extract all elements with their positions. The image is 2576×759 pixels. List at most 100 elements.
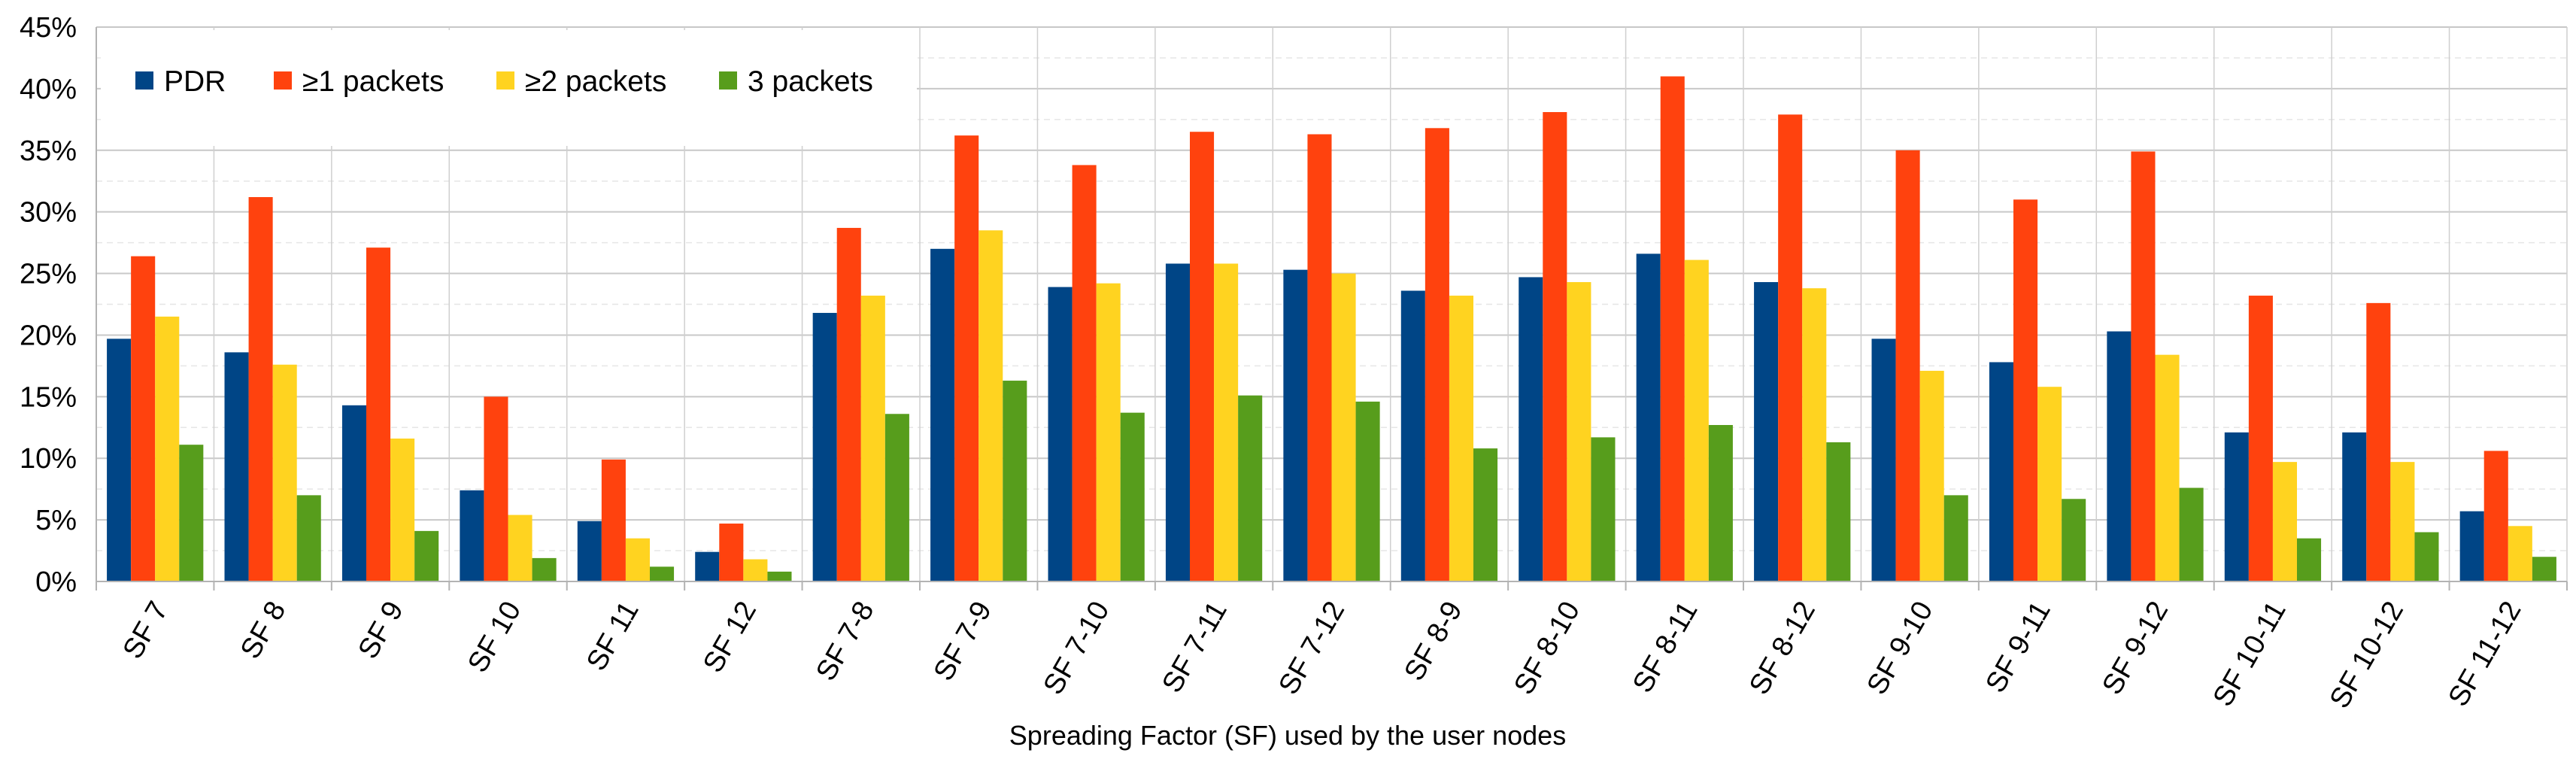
axes	[96, 27, 2568, 591]
bar-3-packets-sf-7-11	[1238, 395, 1263, 581]
legend-swatch	[496, 71, 514, 90]
bar-1-packets-sf-12	[719, 524, 744, 581]
bar-3-packets-sf-8	[296, 495, 321, 581]
bar-pdr-sf-11-12	[2459, 511, 2484, 581]
bar-2-packets-sf-8-11	[1684, 260, 1709, 581]
legend: PDR ≥1 packets ≥2 packets 3 packets	[101, 30, 917, 146]
bar-2-packets-sf-11-12	[2508, 526, 2532, 581]
y-tick-label: 40%	[20, 74, 77, 105]
bar-2-packets-sf-7-10	[1096, 283, 1121, 581]
bar-3-packets-sf-7-9	[1003, 381, 1027, 581]
bar-pdr-sf-8-10	[1519, 277, 1543, 581]
legend-swatch	[719, 71, 737, 90]
bar-1-packets-sf-11	[601, 459, 626, 581]
bar-1-packets-sf-7-8	[836, 227, 861, 581]
y-tick-label: 5%	[35, 505, 77, 536]
bar-3-packets-sf-11	[649, 566, 675, 581]
bar-3-packets-sf-8-12	[1826, 442, 1851, 581]
bar-pdr-sf-10-12	[2342, 432, 2367, 581]
bar-3-packets-sf-7	[179, 445, 204, 581]
bar-1-packets-sf-10	[484, 396, 508, 581]
bar-pdr-sf-7-12	[1283, 269, 1308, 581]
bar-2-packets-sf-9-10	[1919, 370, 1944, 581]
legend-label: ≥2 packets	[525, 65, 666, 98]
bar-pdr-sf-11	[577, 521, 602, 581]
bar-pdr-sf-9-10	[1871, 339, 1896, 581]
bar-pdr-sf-8-9	[1400, 290, 1425, 581]
bar-3-packets-sf-7-10	[1120, 412, 1145, 581]
y-tick-label: 20%	[20, 320, 77, 351]
bar-pdr-sf-9	[341, 405, 367, 581]
bar-pdr-sf-8	[224, 352, 249, 581]
bar-2-packets-sf-9-11	[2037, 387, 2062, 581]
bar-2-packets-sf-10-11	[2272, 462, 2297, 581]
bar-pdr-sf-7-9	[930, 248, 955, 581]
bar-2-packets-sf-7-8	[860, 296, 885, 581]
y-tick-label: 30%	[20, 197, 77, 229]
bar-3-packets-sf-7-12	[1355, 401, 1380, 581]
bar-1-packets-sf-11-12	[2483, 451, 2508, 581]
bar-pdr-sf-7	[107, 339, 132, 581]
bar-3-packets-sf-9	[414, 530, 439, 581]
bar-pdr-sf-8-11	[1636, 254, 1661, 581]
bar-2-packets-sf-7-9	[979, 230, 1003, 581]
bar-1-packets-sf-8-10	[1543, 112, 1567, 582]
y-tick-label: 25%	[20, 259, 77, 290]
bar-3-packets-sf-9-10	[1943, 495, 1968, 581]
bar-2-packets-sf-11	[625, 538, 650, 581]
y-tick-label: 0%	[35, 566, 77, 598]
bar-pdr-sf-9-12	[2107, 331, 2131, 581]
bar-1-packets-sf-10-12	[2366, 302, 2391, 581]
bar-1-packets-sf-9-10	[1895, 150, 1920, 581]
legend-swatch	[274, 71, 292, 90]
bar-1-packets-sf-9	[366, 247, 391, 581]
bar-1-packets-sf-8-12	[1778, 114, 1803, 581]
bar-2-packets-sf-8-10	[1567, 282, 1591, 581]
legend-label: 3 packets	[748, 65, 873, 98]
bar-pdr-sf-10	[460, 490, 484, 581]
bar-2-packets-sf-9	[390, 439, 415, 581]
bar-2-packets-sf-7	[155, 316, 180, 581]
bar-pdr-sf-7-11	[1165, 263, 1191, 581]
bar-pdr-sf-7-10	[1048, 287, 1073, 581]
bar-3-packets-sf-12	[767, 571, 792, 581]
bar-2-packets-sf-8-12	[1802, 288, 1827, 581]
bar-3-packets-sf-8-9	[1473, 448, 1498, 581]
legend-label: ≥1 packets	[302, 65, 444, 98]
bar-1-packets-sf-8-11	[1660, 76, 1685, 581]
bar-1-packets-sf-7-11	[1190, 132, 1215, 581]
bar-2-packets-sf-7-12	[1331, 273, 1356, 581]
bar-1-packets-sf-7-9	[954, 135, 979, 581]
bar-1-packets-sf-9-11	[2013, 199, 2038, 581]
bar-2-packets-sf-7-11	[1214, 263, 1239, 581]
bar-1-packets-sf-7	[131, 256, 156, 581]
bar-pdr-sf-9-11	[1989, 362, 2014, 581]
bar-pdr-sf-12	[695, 551, 720, 581]
y-tick-label: 10%	[20, 443, 77, 475]
bar-3-packets-sf-10	[532, 557, 557, 581]
bar-2-packets-sf-12	[743, 559, 768, 581]
bar-pdr-sf-8-12	[1754, 282, 1779, 581]
bar-pdr-sf-7-8	[812, 312, 837, 581]
bar-1-packets-sf-7-12	[1307, 134, 1332, 581]
y-tick-label: 45%	[20, 12, 77, 44]
bar-1-packets-sf-10-11	[2248, 296, 2273, 581]
bar-3-packets-sf-11-12	[2532, 557, 2556, 581]
bar-1-packets-sf-8-9	[1425, 128, 1449, 581]
bar-3-packets-sf-9-12	[2179, 487, 2204, 581]
bar-3-packets-sf-9-11	[2062, 499, 2086, 581]
bar-2-packets-sf-10	[508, 515, 532, 581]
bar-2-packets-sf-10-12	[2390, 462, 2415, 581]
legend-label: PDR	[164, 65, 226, 98]
bar-1-packets-sf-9-12	[2131, 151, 2156, 582]
bar-3-packets-sf-7-8	[884, 414, 909, 581]
bar-3-packets-sf-8-11	[1708, 425, 1733, 581]
bar-3-packets-sf-8-10	[1591, 437, 1616, 581]
y-tick-labels: 0% 5% 10% 15% 20% 25% 30% 35% 40% 45%	[20, 12, 77, 598]
y-tick-label: 35%	[20, 135, 77, 167]
bar-3-packets-sf-10-11	[2296, 538, 2322, 581]
bar-1-packets-sf-7-10	[1072, 165, 1097, 582]
bar-1-packets-sf-8	[248, 197, 273, 581]
bar-2-packets-sf-8-9	[1449, 296, 1473, 581]
